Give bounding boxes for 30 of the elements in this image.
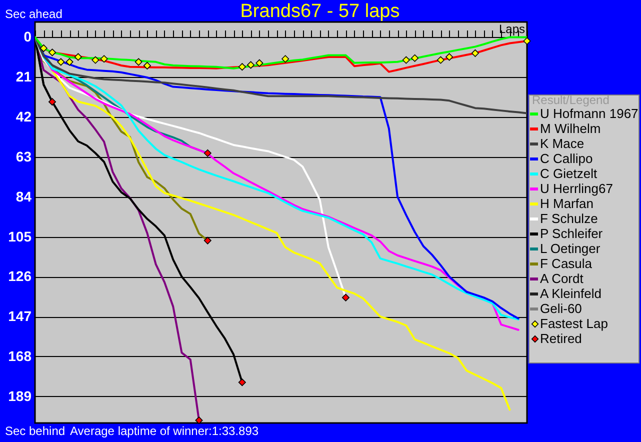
text: Sec ahead bbox=[5, 7, 62, 21]
y-tick-label: 42 bbox=[16, 108, 32, 125]
legend-label: C Callipo bbox=[540, 151, 593, 166]
legend-label: Retired bbox=[540, 331, 582, 346]
y-tick-label: 84 bbox=[16, 188, 32, 204]
legend-label: Geli-60 bbox=[540, 301, 582, 316]
legend-label: F Casula bbox=[540, 256, 593, 271]
y-tick-label: 168 bbox=[8, 348, 32, 364]
legend-label: M Wilhelm bbox=[540, 121, 601, 136]
legend-label: U Hofmann 1967 bbox=[540, 106, 638, 121]
legend-label: F Schulze bbox=[540, 211, 598, 226]
y-tick-label: 189 bbox=[8, 388, 32, 404]
y-tick-label: 63 bbox=[16, 148, 32, 164]
y-tick-label: 147 bbox=[8, 308, 32, 324]
legend-label: L Oetinger bbox=[540, 241, 601, 256]
y-tick-label: 126 bbox=[8, 268, 32, 284]
legend-label: A Kleinfeld bbox=[540, 286, 602, 301]
legend-label: K Mace bbox=[540, 136, 584, 151]
text: Average laptime of winner:1:33.893 bbox=[70, 424, 259, 438]
chart-title: Brands67 - 57 laps bbox=[240, 1, 400, 22]
text: Sec behind bbox=[5, 424, 66, 438]
legend-label: H Marfan bbox=[540, 196, 594, 211]
y-tick-label: 0 bbox=[24, 28, 32, 45]
y-tick-label: 105 bbox=[8, 228, 32, 244]
legend-label: A Cordt bbox=[540, 271, 584, 286]
legend-label: Fastest Lap bbox=[540, 316, 608, 331]
y-tick-label: 21 bbox=[16, 68, 32, 85]
legend-label: P Schleifer bbox=[540, 226, 604, 241]
legend-label: U Herrling67 bbox=[540, 181, 613, 196]
legend-label: C Gietzelt bbox=[540, 166, 598, 181]
